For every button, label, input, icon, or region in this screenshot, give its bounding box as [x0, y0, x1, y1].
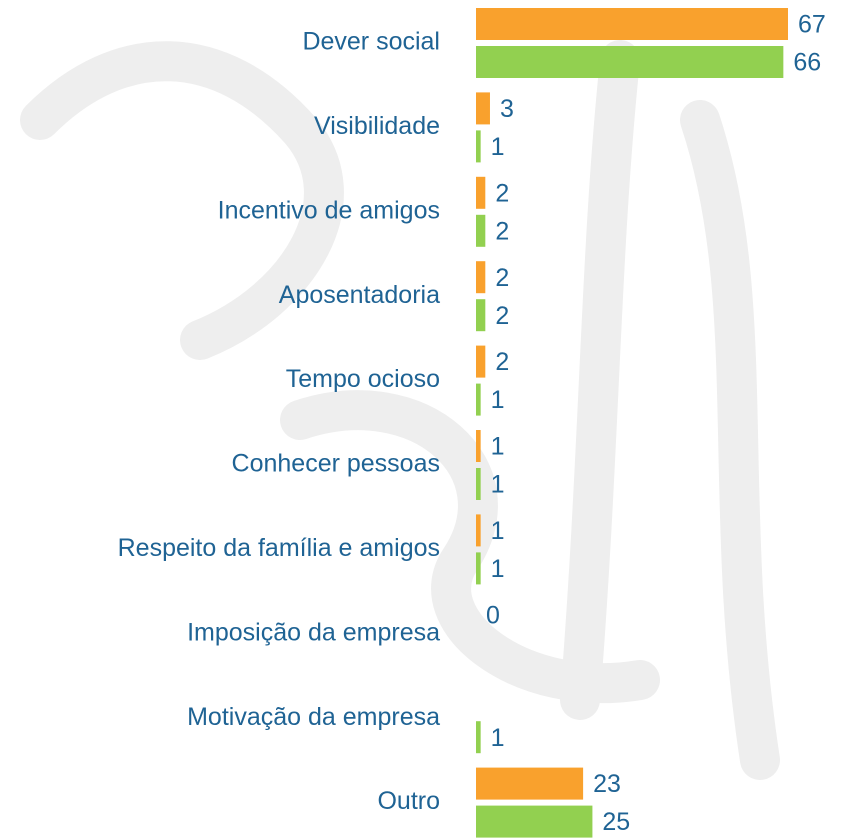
bar [476, 261, 486, 294]
bar [476, 92, 490, 125]
bar [476, 345, 486, 378]
bar [476, 514, 481, 547]
bar [476, 383, 481, 416]
value-label: 0 [486, 601, 500, 629]
value-label: 1 [491, 433, 505, 461]
bar [476, 176, 486, 209]
bar [476, 805, 593, 838]
watermark [20, 40, 780, 780]
value-label: 1 [491, 386, 505, 414]
bar [476, 8, 788, 40]
bar [476, 130, 481, 163]
bar [476, 721, 481, 754]
category-label: Imposição da empresa [187, 618, 440, 646]
category-label: Tempo ocioso [286, 365, 440, 393]
bar [476, 299, 486, 332]
category-label: Visibilidade [314, 112, 440, 140]
value-label: 2 [495, 217, 509, 245]
value-label: 1 [491, 471, 505, 499]
value-label: 66 [793, 49, 821, 77]
bar [476, 552, 481, 585]
bar [476, 468, 481, 500]
bar [476, 46, 784, 78]
category-label: Incentivo de amigos [218, 196, 440, 224]
watermark-stroke [680, 100, 780, 780]
value-label: 1 [491, 133, 505, 161]
value-label: 67 [798, 11, 826, 39]
category-label: Dever social [302, 28, 440, 56]
value-label: 3 [500, 95, 514, 123]
value-label: 2 [495, 348, 509, 376]
watermark-stroke [20, 41, 344, 360]
value-label: 1 [491, 555, 505, 583]
watermark-stroke [280, 390, 660, 704]
value-label: 2 [495, 302, 509, 330]
bar [476, 214, 486, 247]
category-label: Aposentadoria [279, 281, 440, 309]
value-label: 1 [491, 724, 505, 752]
value-label: 2 [495, 264, 509, 292]
value-label: 25 [602, 808, 630, 836]
bar [476, 430, 481, 462]
value-label: 1 [491, 517, 505, 545]
category-label: Motivação da empresa [187, 703, 440, 731]
category-label: Conhecer pessoas [232, 450, 440, 478]
category-label: Outro [377, 787, 440, 815]
category-label: Respeito da família e amigos [118, 534, 440, 562]
bar [476, 767, 584, 800]
value-label: 2 [495, 179, 509, 207]
watermark-stroke [560, 40, 640, 720]
value-label: 23 [593, 770, 621, 798]
